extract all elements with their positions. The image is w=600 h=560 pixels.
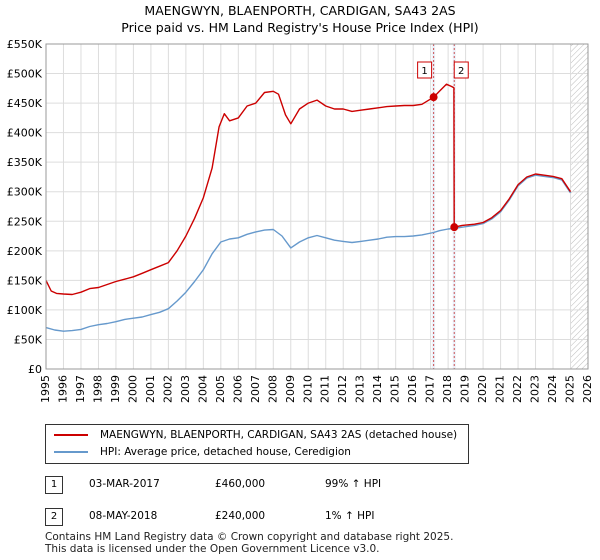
legend-item-property: MAENGWYN, BLAENPORTH, CARDIGAN, SA43 2AS… — [54, 427, 457, 443]
x-tick-label: 2015 — [389, 375, 402, 403]
transaction-date: 08-MAY-2018 — [89, 510, 158, 522]
x-tick-label: 2005 — [214, 375, 227, 403]
x-tick-label: 2023 — [529, 375, 542, 403]
plot-area — [46, 44, 588, 369]
x-tick-label: 2001 — [144, 375, 157, 403]
footer-licence: This data is licensed under the Open Gov… — [45, 543, 380, 555]
x-tick-label: 2025 — [564, 375, 577, 403]
forecast-region — [570, 44, 588, 369]
transaction-hpi-change: 99% ↑ HPI — [325, 478, 382, 490]
sale-point — [429, 93, 438, 102]
x-tick-label: 2009 — [284, 375, 297, 403]
footer-notice: Contains HM Land Registry data © Crown c… — [45, 531, 453, 555]
y-tick-label: £200K — [7, 245, 43, 258]
x-tick-label: 2007 — [249, 375, 262, 403]
y-tick-label: £350K — [7, 156, 43, 169]
x-tick-label: 2016 — [406, 375, 419, 403]
x-tick-label: 2000 — [126, 375, 139, 403]
x-tick-label: 1999 — [109, 375, 122, 403]
chart-subtitle: Price paid vs. HM Land Registry's House … — [121, 20, 479, 35]
sale-marker-badge — [453, 61, 469, 79]
x-tick-label: 2022 — [511, 375, 524, 403]
x-tick-label: 2026 — [581, 375, 594, 403]
transaction-price: £460,000 — [215, 478, 266, 490]
x-tick-label: 2018 — [441, 375, 454, 403]
x-tick-label: 2017 — [424, 375, 437, 403]
sale-marker-badge — [417, 61, 433, 79]
y-tick-label: £50K — [14, 333, 43, 346]
legend-swatch-hpi — [54, 451, 88, 453]
x-tick-label: 2021 — [494, 375, 507, 403]
y-tick-label: £300K — [7, 186, 43, 199]
transaction-hpi-change: 1% ↑ HPI — [325, 510, 375, 522]
plot-border — [45, 43, 589, 370]
x-tick-label: 1996 — [56, 375, 69, 403]
y-tick-label: £550K — [7, 38, 43, 51]
x-tick-label: 2010 — [301, 375, 314, 403]
y-tick-label: £500K — [7, 68, 43, 81]
transaction-price: £240,000 — [215, 510, 266, 522]
y-tick-label: £250K — [7, 215, 43, 228]
price-chart: £0 £50K £100K £150K £200K £250K £300K £350K £400… — [7, 38, 594, 403]
chart-legend: MAENGWYN, BLAENPORTH, CARDIGAN, SA43 2AS… — [45, 424, 469, 464]
sale-point — [450, 223, 459, 232]
series-line-hpi — [45, 174, 572, 332]
sale-marker-label: 2 — [458, 66, 464, 77]
legend-label-hpi: HPI: Average price, detached house, Cere… — [100, 446, 351, 458]
x-tick-label: 2006 — [231, 375, 244, 403]
sale-band — [432, 44, 436, 369]
x-tick-label: 2004 — [196, 375, 209, 403]
y-tick-label: £0 — [28, 363, 42, 376]
x-tick-label: 2014 — [371, 375, 384, 403]
legend-item-hpi: HPI: Average price, detached house, Cere… — [54, 444, 351, 460]
x-tick-label: 2019 — [459, 375, 472, 403]
y-tick-label: £100K — [7, 304, 43, 317]
legend-label-property: MAENGWYN, BLAENPORTH, CARDIGAN, SA43 2AS… — [100, 429, 458, 441]
y-tick-label: £400K — [7, 127, 43, 140]
x-tick-label: 1995 — [39, 375, 52, 403]
transaction-number-badge: 2 — [45, 508, 63, 526]
x-tick-label: 2011 — [319, 375, 332, 403]
x-tick-label: 2013 — [354, 375, 367, 403]
y-tick-label: £450K — [7, 97, 43, 110]
x-tick-label: 2020 — [476, 375, 489, 403]
footer-copyright: Contains HM Land Registry data © Crown c… — [45, 531, 454, 543]
x-tick-label: 2008 — [266, 375, 279, 403]
x-tick-label: 2003 — [179, 375, 192, 403]
transaction-number-badge: 1 — [45, 476, 63, 494]
sale-marker-label: 1 — [421, 66, 427, 77]
transaction-date: 03-MAR-2017 — [89, 478, 160, 490]
x-tick-label: 1998 — [91, 375, 104, 403]
y-tick-label: £150K — [7, 274, 43, 287]
x-tick-label: 2002 — [161, 375, 174, 403]
series-line-property — [45, 83, 572, 296]
x-tick-label: 2012 — [336, 375, 349, 403]
chart-title: MAENGWYN, BLAENPORTH, CARDIGAN, SA43 2AS — [144, 3, 456, 18]
legend-swatch-property — [54, 434, 88, 436]
x-tick-label: 2024 — [546, 375, 559, 403]
x-tick-label: 1997 — [74, 375, 87, 403]
